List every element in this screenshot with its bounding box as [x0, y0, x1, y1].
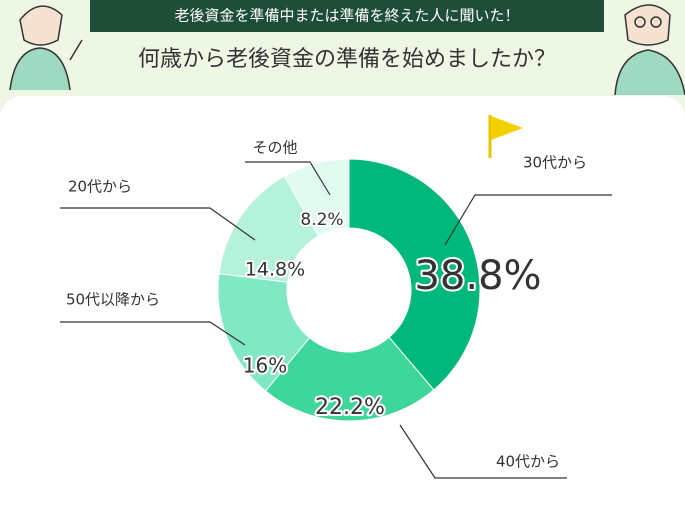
donut-segment	[348, 158, 481, 391]
leader-line	[60, 207, 256, 241]
person-right	[614, 4, 685, 96]
question: 何歳から老後資金の準備を始めましたか？	[138, 47, 556, 72]
donut-chart: 30代から 38.8% 40代から 22.2% 50代以降から 16% 20代から 14.8%…	[60, 139, 612, 479]
category-label: 40代から	[496, 453, 560, 471]
value-label: 16%	[243, 354, 287, 378]
value-label: 14.8%	[245, 259, 305, 281]
value-label: 8.2%	[300, 210, 343, 230]
donut-segment	[283, 158, 350, 237]
banner-bg	[90, 0, 604, 32]
value-label: 38.8%	[414, 253, 541, 299]
card	[0, 96, 685, 522]
category-label: 50代以降から	[66, 291, 160, 309]
leader-line	[60, 321, 246, 346]
category-label: 20代から	[68, 178, 132, 196]
category-label: その他	[252, 139, 297, 157]
person-left	[9, 5, 83, 91]
banner: 老後資金を準備中または準備を終えた人に聞いた！	[174, 7, 519, 25]
value-label: 22.2%	[315, 395, 385, 420]
category-label: 30代から	[523, 154, 587, 172]
leader-line	[245, 161, 331, 196]
donut-segment	[264, 336, 435, 422]
leader-line	[444, 194, 612, 246]
flag	[488, 115, 523, 158]
leader-line	[399, 424, 567, 479]
